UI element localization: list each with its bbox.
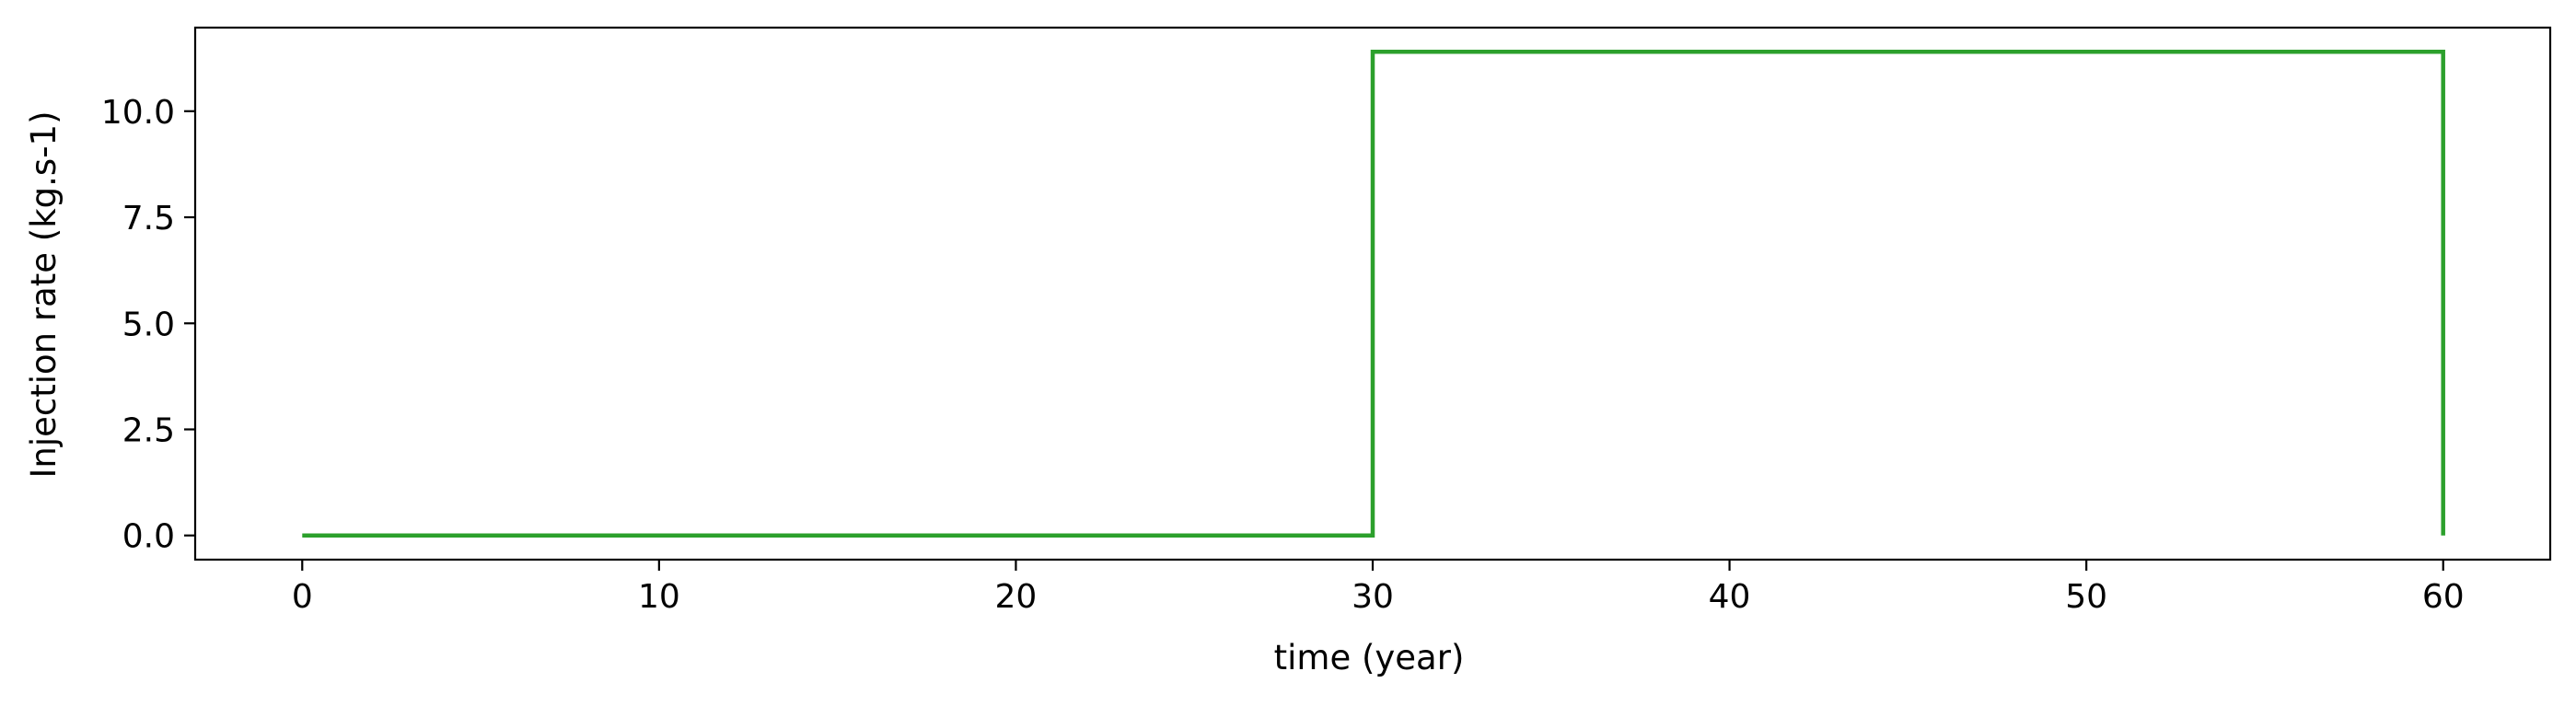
- x-tick-label: 60: [2422, 578, 2465, 616]
- x-tick-label: 40: [1709, 578, 1751, 616]
- series-line-0: [302, 50, 2445, 538]
- x-tick-label: 30: [1352, 578, 1394, 616]
- x-axis-label: time (year): [1274, 638, 1465, 677]
- y-tick-label: 10.0: [101, 94, 175, 132]
- x-tick-label: 20: [995, 578, 1038, 616]
- y-tick-label: 5.0: [122, 306, 175, 343]
- x-tick-label: 0: [292, 578, 313, 616]
- x-tick-label: 10: [638, 578, 680, 616]
- y-tick-label: 2.5: [122, 411, 175, 449]
- y-axis-label: Injection rate (kg.s-1): [24, 110, 64, 478]
- x-axis-ticks: 0 10 20 30 40 50 60: [292, 560, 2465, 616]
- y-axis-ticks: 0.0 2.5 5.0 7.5 10.0: [101, 94, 195, 556]
- y-tick-label: 0.0: [122, 518, 175, 556]
- y-tick-label: 7.5: [122, 200, 175, 237]
- x-tick-label: 50: [2065, 578, 2107, 616]
